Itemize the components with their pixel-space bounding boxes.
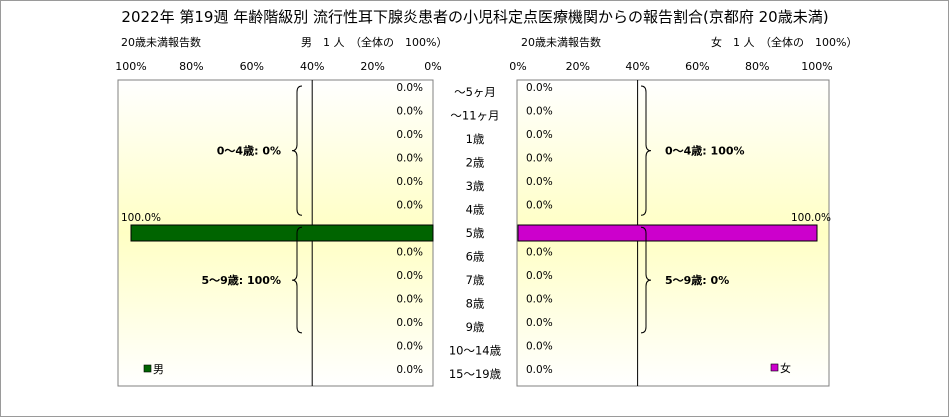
female-bar <box>517 224 818 242</box>
female-data-label: 0.0% <box>526 270 553 282</box>
female-data-label: 0.0% <box>526 341 553 353</box>
female-data-label: 0.0% <box>526 105 553 117</box>
male-bar <box>130 224 434 242</box>
female-series: 0.0% 0.0% 0.0% 0.0% 0.0% 0.0% 100.0% 0.0% 0.0% 0.… <box>517 82 831 376</box>
female-legend-label: 女 <box>780 361 791 375</box>
age-category-label: 2歳 <box>466 155 485 169</box>
right-tick-label: 40% <box>625 60 649 73</box>
left-scope-label: 20歳未満報告数 <box>121 36 201 49</box>
right-tick-label: 80% <box>745 60 769 73</box>
age-category-label: 8歳 <box>466 297 485 311</box>
male-data-label: 0.0% <box>396 364 423 376</box>
right-scope-label: 20歳未満報告数 <box>521 36 601 49</box>
age-category-label: 7歳 <box>466 273 485 287</box>
left-tick-label: 80% <box>179 60 203 73</box>
female-data-label: 0.0% <box>526 199 553 211</box>
female-data-label: 0.0% <box>526 176 553 188</box>
male-group-label: 5～9歳: 100% <box>201 273 281 287</box>
left-tick-label: 20% <box>360 60 384 73</box>
group-braces: 0～4歳: 0% 5～9歳: 100% 0～4歳: 100% 5～9歳: 0% <box>201 85 745 334</box>
male-data-label: 0.0% <box>396 82 423 94</box>
right-tick-label: 20% <box>566 60 590 73</box>
female-data-label: 0.0% <box>526 82 553 94</box>
age-category-labels: ～5ヶ月 ～11ヶ月 1歳 2歳 3歳 4歳 5歳 6歳 7歳 8歳 9歳 10～14歳 15～19歳 <box>449 85 502 381</box>
age-category-label: 5歳 <box>466 226 485 240</box>
female-group-brace <box>640 226 652 334</box>
male-group-brace <box>291 85 303 216</box>
male-series: 0.0% 0.0% 0.0% 0.0% 0.0% 0.0% 100.0% 0.0% 0.0% 0.… <box>121 82 434 376</box>
age-category-label: 1歳 <box>466 132 485 146</box>
female-data-label: 0.0% <box>526 129 553 141</box>
chart-title: 2022年 第19週 年齢階級別 流行性耳下腺炎患者の小児科定点医療機関からの報… <box>121 8 828 26</box>
left-tick-label: 60% <box>240 60 264 73</box>
female-data-label: 0.0% <box>526 317 553 329</box>
male-group-brace <box>291 226 303 334</box>
female-data-label: 100.0% <box>791 212 831 224</box>
female-group-label: 0～4歳: 100% <box>665 144 745 158</box>
right-panel-header: 女 1 人 （全体の 100%） <box>711 35 857 49</box>
age-category-label: 9歳 <box>466 320 485 334</box>
left-axis-ticks: 100% 80% 60% 40% 20% 0% <box>115 60 441 73</box>
left-tick-label: 0% <box>424 60 441 73</box>
male-data-label: 0.0% <box>396 247 423 259</box>
male-group-label: 0～4歳: 0% <box>217 144 281 158</box>
right-tick-label: 60% <box>685 60 709 73</box>
female-group-brace <box>640 85 652 216</box>
male-data-label: 0.0% <box>396 176 423 188</box>
left-tick-label: 100% <box>115 60 146 73</box>
female-data-label: 0.0% <box>526 364 553 376</box>
left-tick-label: 40% <box>300 60 324 73</box>
right-tick-label: 0% <box>509 60 526 73</box>
age-category-label: ～5ヶ月 <box>454 85 496 99</box>
right-axis-ticks: 0% 20% 40% 60% 80% 100% <box>509 60 832 73</box>
age-category-label: 15～19歳 <box>449 367 502 381</box>
age-category-label: 3歳 <box>466 179 485 193</box>
female-legend-swatch <box>770 363 779 372</box>
male-data-label: 100.0% <box>121 212 161 224</box>
right-tick-label: 100% <box>801 60 832 73</box>
male-data-label: 0.0% <box>396 317 423 329</box>
female-data-label: 0.0% <box>526 294 553 306</box>
male-data-label: 0.0% <box>396 129 423 141</box>
female-data-label: 0.0% <box>526 247 553 259</box>
left-panel-header: 男 1 人 （全体の 100%） <box>301 35 447 49</box>
male-data-label: 0.0% <box>396 341 423 353</box>
male-data-label: 0.0% <box>396 270 423 282</box>
female-group-label: 5～9歳: 0% <box>665 273 729 287</box>
age-category-label: 10～14歳 <box>449 344 502 358</box>
male-data-label: 0.0% <box>396 105 423 117</box>
male-data-label: 0.0% <box>396 152 423 164</box>
male-legend-swatch <box>143 364 152 373</box>
female-data-label: 0.0% <box>526 152 553 164</box>
age-category-label: ～11ヶ月 <box>450 108 499 122</box>
male-data-label: 0.0% <box>396 199 423 211</box>
male-data-label: 0.0% <box>396 294 423 306</box>
age-category-label: 4歳 <box>466 202 485 216</box>
male-legend-label: 男 <box>153 363 164 376</box>
age-category-label: 6歳 <box>466 250 485 264</box>
